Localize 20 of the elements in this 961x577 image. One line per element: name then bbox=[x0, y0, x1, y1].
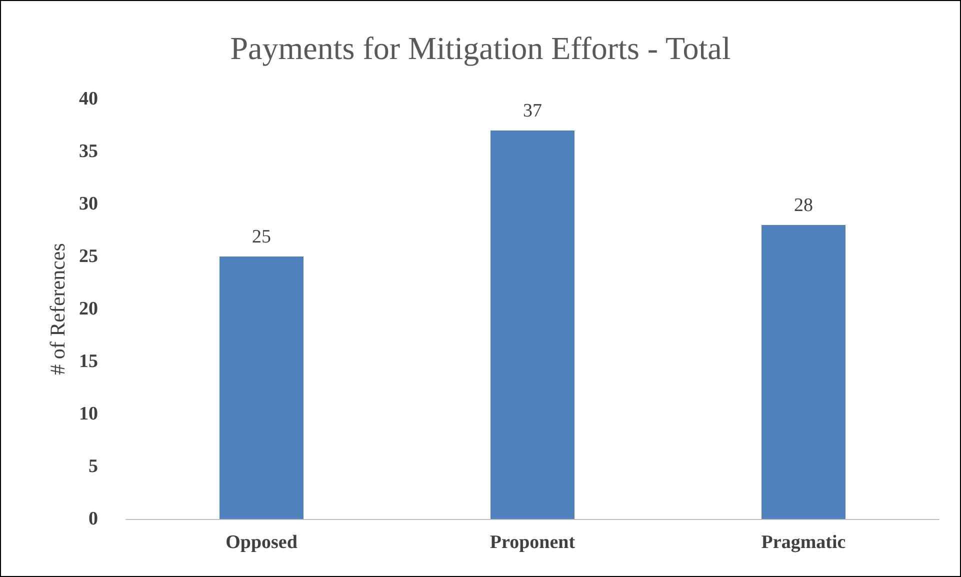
y-tick-label: 15 bbox=[79, 351, 98, 372]
y-tick-label: 20 bbox=[79, 298, 98, 320]
bar bbox=[761, 225, 846, 519]
y-tick-label: 25 bbox=[79, 246, 98, 267]
y-tick-label: 5 bbox=[88, 456, 98, 477]
data-label: 25 bbox=[252, 226, 271, 248]
x-tick-label: Pragmatic bbox=[761, 532, 846, 553]
y-tick-label: 30 bbox=[79, 194, 98, 214]
chart-title: Payments for Mitigation Efforts - Total bbox=[230, 30, 731, 66]
data-label: 28 bbox=[794, 195, 813, 216]
bar bbox=[490, 130, 575, 519]
y-tick-label: 40 bbox=[79, 88, 98, 110]
x-tick-label: Opposed bbox=[226, 532, 298, 553]
bar bbox=[219, 256, 304, 519]
y-tick-label: 0 bbox=[88, 508, 98, 530]
y-tick-label: 35 bbox=[79, 141, 98, 162]
y-tick-label: 10 bbox=[79, 404, 98, 424]
y-axis-title: # of References bbox=[46, 243, 70, 375]
data-label: 37 bbox=[523, 100, 542, 122]
x-tick-label: Proponent bbox=[490, 532, 576, 553]
